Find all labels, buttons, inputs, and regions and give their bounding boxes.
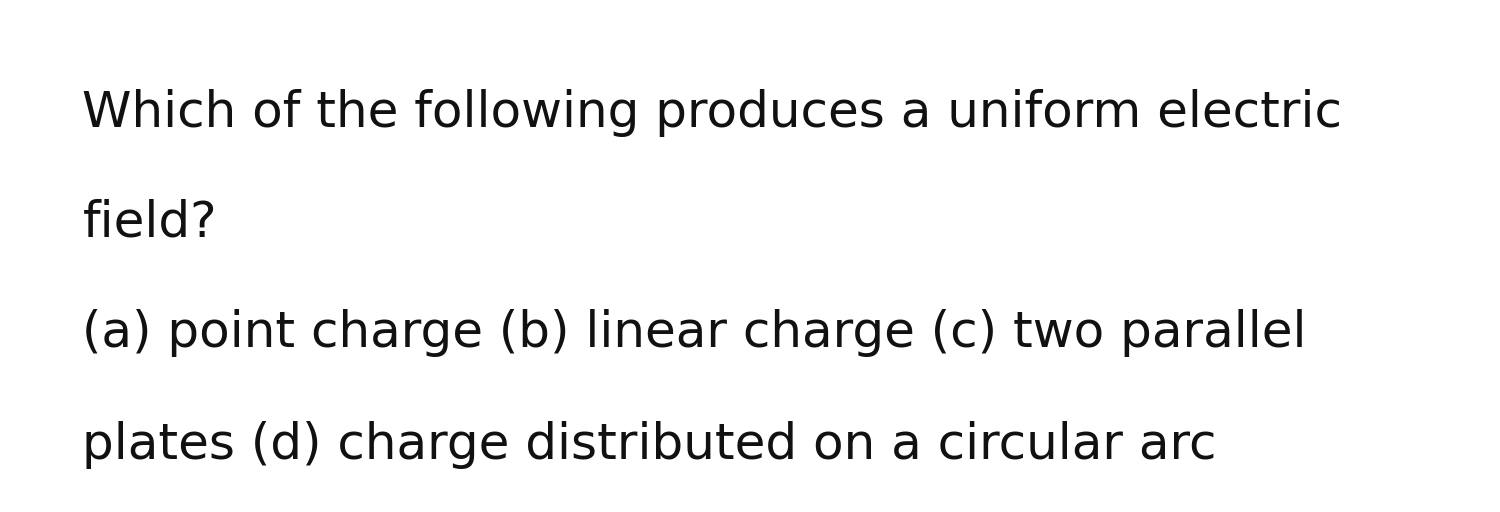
Text: Which of the following produces a uniform electric: Which of the following produces a unifor… (82, 89, 1342, 137)
Text: field?: field? (82, 199, 218, 247)
Text: plates (d) charge distributed on a circular arc: plates (d) charge distributed on a circu… (82, 421, 1216, 470)
Text: (a) point charge (b) linear charge (c) two parallel: (a) point charge (b) linear charge (c) t… (82, 309, 1306, 357)
